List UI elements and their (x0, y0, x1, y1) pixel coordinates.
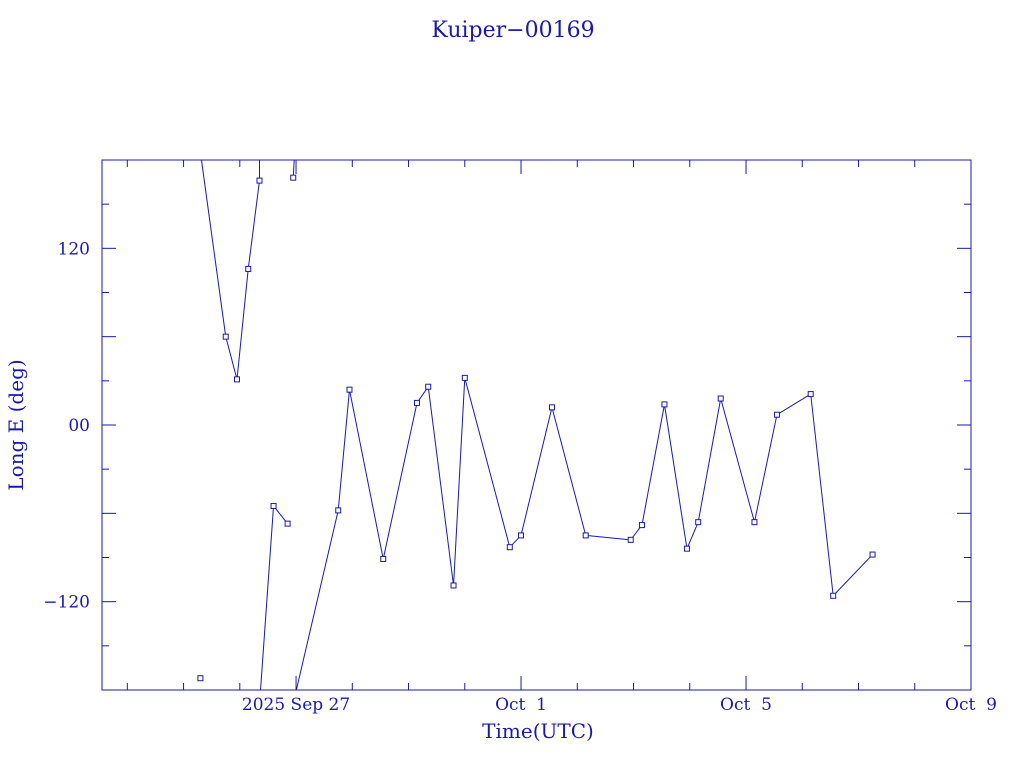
data-point (627, 536, 634, 543)
series-line-segment (453, 377, 466, 586)
data-point (461, 374, 468, 381)
series-line-segment (236, 268, 249, 380)
data-point (773, 411, 780, 418)
series-line-segment (348, 389, 384, 560)
data-point (413, 399, 420, 406)
data-point (233, 376, 240, 383)
chart-title: Kuiper−00169 (431, 18, 594, 43)
data-point (807, 391, 814, 398)
data-point (661, 401, 668, 408)
series-line-segment (776, 393, 811, 416)
plot-frame (101, 159, 972, 691)
series-line-segment (641, 404, 665, 526)
y-axis-label: Long E (deg) (4, 359, 28, 490)
data-point (380, 555, 387, 562)
data-point (270, 502, 277, 509)
series-line-segment (382, 402, 418, 560)
y-tick-label: 00 (68, 416, 90, 436)
data-point (425, 383, 432, 390)
series-line-segment (225, 336, 238, 380)
series-line-segment (832, 554, 873, 597)
series-line-segment (292, 160, 295, 178)
series-line-segment (663, 404, 688, 549)
series-line-segment (337, 389, 350, 511)
data-point (290, 174, 297, 181)
x-tick-label: Oct 1 (495, 695, 547, 715)
series-line-segment (753, 414, 778, 523)
data-point (450, 582, 457, 589)
data-point (751, 519, 758, 526)
data-point (683, 545, 690, 552)
series-line-segment (427, 386, 455, 586)
data-point (197, 675, 204, 682)
series-line-segment (810, 394, 834, 596)
data-point (830, 592, 837, 599)
y-axis: 120 00 −120 (43, 203, 971, 647)
series-line-segment (464, 377, 511, 548)
data-point (506, 544, 513, 551)
series-line-segment (686, 521, 699, 549)
series-line-segment (551, 407, 587, 536)
series-line-segment (260, 505, 275, 690)
data-point (256, 177, 263, 184)
x-axis: 2025 Sep 27 Oct 1 Oct 5 Oct 9 (126, 160, 997, 715)
y-tick-label: 120 (58, 239, 90, 259)
x-tick-label: Oct 5 (720, 695, 772, 715)
data-point (346, 386, 353, 393)
data-point (695, 519, 702, 526)
data-point (222, 333, 229, 340)
x-axis-label: Time(UTC) (482, 719, 594, 743)
plot-area (197, 160, 876, 690)
series-line-segment (200, 160, 227, 337)
x-tick-label: 2025 Sep 27 (242, 695, 350, 715)
series-line-segment (720, 398, 755, 523)
y-tick-label: −120 (43, 593, 90, 613)
series-line-segment (520, 407, 553, 536)
x-tick-label: Oct 9 (945, 695, 997, 715)
data-point (518, 532, 525, 539)
series-line-segment (697, 398, 722, 523)
data-point (245, 265, 252, 272)
series-line-segment (247, 180, 260, 270)
data-point (335, 507, 342, 514)
data-point (548, 404, 555, 411)
series (197, 160, 876, 690)
data-point (638, 522, 645, 529)
data-point (582, 532, 589, 539)
series-line-segment (585, 534, 631, 541)
series-line-segment (295, 510, 339, 690)
data-point (869, 551, 876, 558)
data-point (717, 395, 724, 402)
data-point (284, 520, 291, 527)
